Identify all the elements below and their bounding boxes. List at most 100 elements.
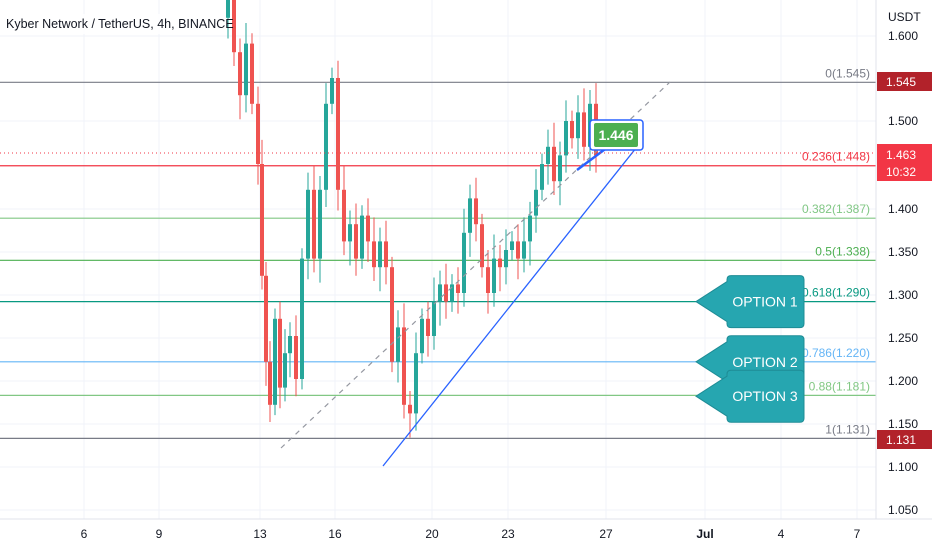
candle-body[interactable] [318,189,322,259]
candle-body[interactable] [438,284,442,302]
price-tick-label: 1.500 [888,114,918,128]
candle-body[interactable] [226,0,230,18]
candle-body[interactable] [480,224,484,268]
candle-body[interactable] [582,112,586,147]
last-price-value: 1.463 [886,148,916,162]
candle-body[interactable] [420,318,424,354]
fib-level-label: 0.786(1.220) [802,346,870,360]
candle-body[interactable] [378,241,382,268]
candle-body[interactable] [312,189,316,259]
candle-body[interactable] [273,318,277,405]
candle-body[interactable] [294,336,298,379]
price-tick-label: 1.100 [888,460,918,474]
candle-body[interactable] [268,361,272,405]
candle-body[interactable] [402,327,406,405]
candle-body[interactable] [348,224,352,242]
candle-body[interactable] [456,284,460,293]
time-axis-ticks[interactable]: 6 9 13 16 20 23 27 Jul 4 7 [81,527,861,541]
time-tick-label: 6 [81,527,88,541]
fib-level-label: 0.618(1.290) [802,286,870,300]
candle-body[interactable] [522,241,526,259]
price-tick-label: 1.600 [888,29,918,43]
candle-body[interactable] [564,121,568,156]
option-callouts[interactable]: OPTION 1 OPTION 2 OPTION 3 [695,275,805,423]
candle-body[interactable] [336,78,340,190]
candle-body[interactable] [558,155,562,182]
time-tick-label: 16 [328,527,342,541]
price-axis-panel[interactable] [876,0,932,550]
fib-level-label: 1(1.131) [825,422,870,436]
time-tick-label: 4 [778,527,785,541]
candle-body[interactable] [552,146,556,182]
fib-level-label: 0(1.545) [825,66,870,80]
candle-body[interactable] [306,189,310,259]
candle-body[interactable] [250,43,254,104]
candle-body[interactable] [468,198,472,233]
option-callout[interactable]: OPTION 3 [695,369,805,423]
callout-label: OPTION 1 [732,294,798,310]
candle-body[interactable] [576,112,580,139]
title-backdrop [0,14,222,34]
top-price-tag: 1.545 [877,72,932,91]
candle-body[interactable] [534,189,538,216]
candle-body[interactable] [342,189,346,242]
candle-body[interactable] [232,0,236,53]
time-tick-label: 20 [425,527,439,541]
candle-body[interactable] [278,318,282,388]
candle-body[interactable] [283,353,287,388]
ascending-trendline[interactable] [382,142,641,467]
candle-body[interactable] [450,284,454,302]
candle-body[interactable] [238,52,242,96]
candlestick-series[interactable] [226,0,598,438]
candle-body[interactable] [360,215,364,259]
candle-body[interactable] [300,258,304,379]
candle-body[interactable] [264,275,268,362]
candle-body[interactable] [244,43,248,96]
candle-body[interactable] [516,241,520,259]
candle-body[interactable] [474,198,478,225]
price-tick-label: 1.400 [888,202,918,216]
candle-body[interactable] [256,103,260,164]
candle-body[interactable] [408,404,412,414]
callout-label: OPTION 2 [732,354,798,370]
grid-lines [0,0,876,519]
candle-body[interactable] [396,327,400,362]
price-axis-ticks: 1.6001.5001.4501.4001.3501.3001.2501.200… [888,29,918,517]
candle-body[interactable] [366,215,370,242]
candle-body[interactable] [432,301,436,336]
symbol-title[interactable]: Kyber Network / TetherUS, 4h, BINANCE [6,17,234,31]
time-tick-label: 7 [854,527,861,541]
candle-body[interactable] [504,250,508,268]
candle-body[interactable] [390,267,394,362]
candle-body[interactable] [528,215,532,242]
candle-body[interactable] [570,121,574,139]
candle-body[interactable] [288,336,292,354]
candle-body[interactable] [384,241,388,268]
time-tick-label: 23 [501,527,515,541]
candle-body[interactable] [492,258,496,293]
fib-level-label: 0.236(1.448) [802,150,870,164]
price-label-text: 1.446 [598,127,633,143]
bottom-price-tag: 1.131 [877,430,932,449]
countdown-timer: 10:32 [886,165,916,179]
price-tick-label: 1.300 [888,288,918,302]
candle-body[interactable] [498,258,502,268]
candle-body[interactable] [486,267,490,293]
candle-body[interactable] [462,232,466,293]
candle-body[interactable] [324,103,328,190]
price-label-box[interactable]: 1.446 [589,119,644,151]
candle-body[interactable] [372,241,376,268]
candle-body[interactable] [354,224,358,259]
candle-body[interactable] [540,164,544,190]
candle-body[interactable] [414,353,418,414]
candle-body[interactable] [260,164,264,276]
candle-body[interactable] [426,318,430,336]
time-tick-label: 9 [156,527,163,541]
candle-body[interactable] [444,284,448,302]
candle-body[interactable] [330,78,334,104]
candle-body[interactable] [546,146,550,164]
fib-level-label: 0.88(1.181) [809,379,870,393]
option-callout[interactable]: OPTION 1 [695,275,805,329]
candle-body[interactable] [510,241,514,250]
